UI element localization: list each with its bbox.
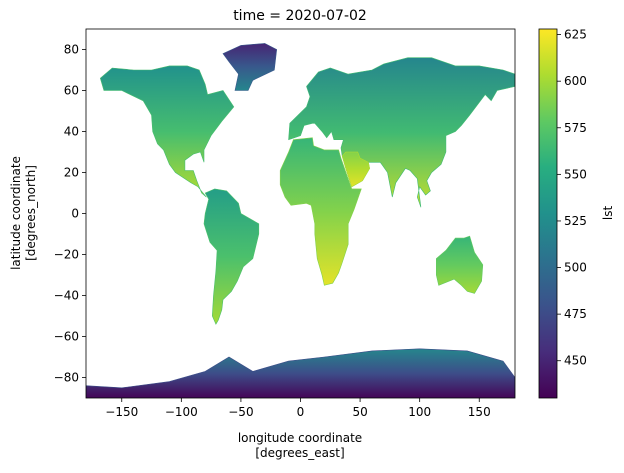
- colorbar-tick-label: 625: [564, 28, 587, 42]
- region-africa: [279, 137, 362, 286]
- colorbar-tick-label: 500: [564, 261, 587, 275]
- colorbar-tick-label: 575: [564, 121, 587, 135]
- x-tick-label: −50: [228, 405, 253, 419]
- region-south-america: [203, 188, 260, 325]
- y-tick-label: 80: [64, 43, 79, 57]
- x-tick-label: −100: [165, 405, 198, 419]
- y-axis-label-line2: [degrees_north]: [24, 165, 38, 261]
- y-axis-ticks: −80 −60 −40 −20 0 20 40 60 80: [54, 43, 86, 385]
- map-regions: [86, 43, 515, 398]
- colorbar-tick-label: 450: [564, 354, 587, 368]
- x-tick-label: −150: [105, 405, 138, 419]
- x-axis-label-line2: [degrees_east]: [255, 446, 344, 460]
- colorbar-tick-label: 600: [564, 74, 587, 88]
- y-tick-label: 40: [64, 125, 79, 139]
- x-tick-label: 50: [352, 405, 367, 419]
- y-tick-label: 60: [64, 84, 79, 98]
- y-tick-label: −20: [54, 248, 79, 262]
- region-antarctica: [86, 348, 515, 398]
- x-tick-label: 100: [408, 405, 431, 419]
- colorbar-label: lst: [601, 206, 615, 221]
- colorbar-tick-label: 475: [564, 307, 587, 321]
- y-tick-label: −40: [54, 289, 79, 303]
- colorbar: [538, 28, 558, 399]
- chart-title: time = 2020-07-02: [233, 8, 367, 24]
- region-arabia: [341, 151, 370, 188]
- colorbar-tick-label: 525: [564, 214, 587, 228]
- colorbar-tick-label: 550: [564, 167, 587, 181]
- y-tick-label: 20: [64, 166, 79, 180]
- y-tick-label: −80: [54, 371, 79, 385]
- x-tick-label: 150: [468, 405, 491, 419]
- region-eurasia: [288, 57, 515, 208]
- y-tick-label: −60: [54, 330, 79, 344]
- region-north-america: [99, 65, 235, 198]
- y-tick-label: 0: [71, 207, 79, 221]
- region-australia: [435, 235, 484, 294]
- x-axis-ticks: −150 −100 −50 0 50 100 150: [105, 398, 491, 419]
- x-axis-label-line1: longitude coordinate: [238, 431, 362, 445]
- x-tick-label: 0: [297, 405, 305, 419]
- colorbar-ticks: 450 475 500 525 550 575 600 625: [557, 28, 587, 368]
- y-axis-label-line1: latitude coordinate: [9, 156, 23, 270]
- region-greenland: [222, 43, 278, 91]
